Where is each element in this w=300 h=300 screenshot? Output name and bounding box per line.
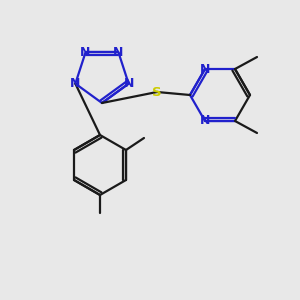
- Text: N: N: [200, 115, 210, 128]
- Text: N: N: [70, 77, 81, 90]
- Text: N: N: [200, 62, 210, 76]
- Text: S: S: [152, 85, 162, 98]
- Text: N: N: [113, 46, 124, 59]
- Text: N: N: [123, 77, 134, 90]
- Text: N: N: [80, 46, 91, 59]
